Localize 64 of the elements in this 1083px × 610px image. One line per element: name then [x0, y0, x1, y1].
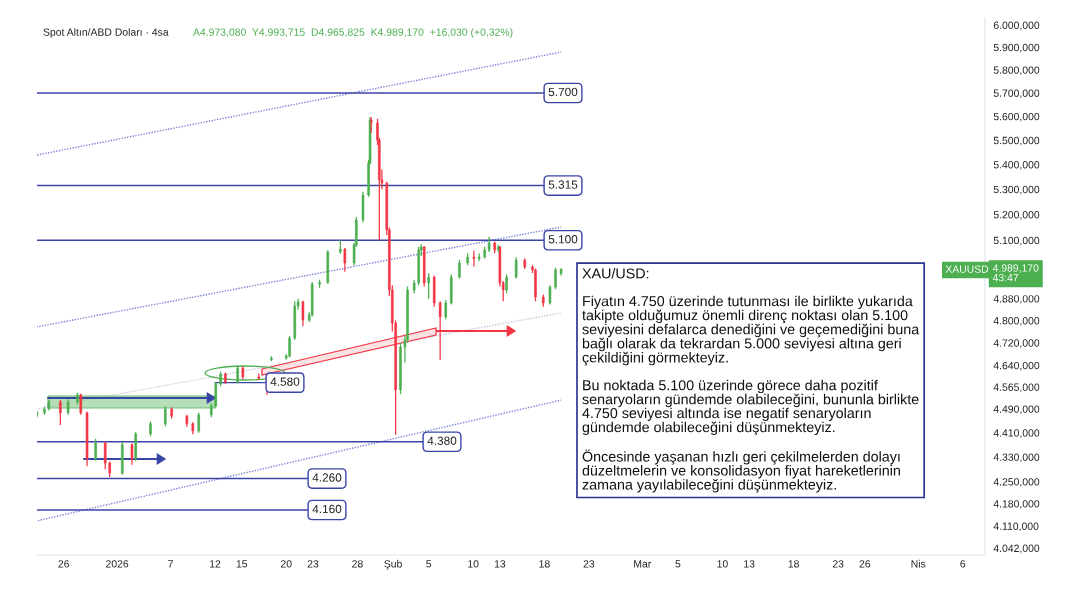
- x-tick-label: Nis: [911, 559, 926, 568]
- y-tick-label: 4.880,000: [993, 295, 1040, 304]
- x-tick-label: 23: [307, 560, 319, 568]
- x-tick-label: Şub: [384, 559, 402, 570]
- x-tick-label: 26: [58, 560, 70, 568]
- text: XAU/USD: Fiyatın 4.750 üzerinde tutunması ile birlikte yukarıda takipte olduğumuz önemli direnç noktası olan 5.100 seviyesini defalarca denediğini ve geçemediğini buna bağlı olarak da tekrardan 5.000 seviyesi altına geri çekildiğini görmekteyiz. Bu noktada 5.100 üzerinde görece daha pozitif senaryoların gündemde olabileceğini, bununla birlikte 4.750 seviyesi altında ise negatif senaryoların gündemde olabileceğini düşünmekteyiz. Öncesinde yaşanan hızlı geri çekilmelerden dolayı düzeltmelerin ve konsolidasyon fiyat hareketlerinin zamana yayılabileceğini düşünmekteyiz.: [582, 268, 920, 493]
- x-tick-label: 5: [675, 560, 681, 568]
- ref-line-label: 5.100: [548, 235, 578, 244]
- ref-line-label: 4.160: [312, 504, 342, 514]
- x-tick-label: 23: [832, 560, 844, 568]
- ref-line-label: 4.260: [312, 473, 342, 482]
- y-tick-label: 5.700,000: [993, 89, 1040, 99]
- x-tick-label: 7: [168, 560, 173, 568]
- y-tick-label: 4.042,000: [993, 544, 1040, 554]
- candlestick: [427, 272, 430, 300]
- ref-line-label: 5.315: [548, 180, 578, 189]
- y-tick-label: 4.720,000: [993, 339, 1040, 348]
- x-tick-label: 18: [788, 560, 799, 568]
- y-tick-label: 5.800,000: [993, 66, 1040, 76]
- x-tick-label: 23: [583, 560, 595, 568]
- y-tick-label: 5.300,000: [993, 185, 1040, 195]
- candlestick: [505, 273, 508, 294]
- y-tick-label: 5.100,000: [993, 236, 1040, 246]
- y-tick-label: 6.000,000: [993, 21, 1040, 31]
- candlestick: [270, 355, 273, 362]
- text: Spot Altın/ABD Doları · 4sa: [43, 28, 169, 38]
- text: A4.973,080 Y4.993,715 D4.965,825 K4.989,170 +16,030 (+0,32%): [193, 28, 513, 38]
- candlestick: [37, 409, 39, 418]
- candlestick: [472, 250, 476, 268]
- ref-line-label: 5.700: [548, 87, 578, 97]
- y-tick-label: 4.800,000: [993, 317, 1040, 326]
- x-tick-label: 10: [717, 560, 728, 568]
- x-tick-label: 13: [494, 560, 506, 568]
- y-tick-label: 4.110,000: [993, 522, 1039, 532]
- x-tick-label: 6: [960, 560, 966, 568]
- y-tick-label: 4.330,000: [993, 453, 1040, 463]
- x-tick-label: 26: [859, 560, 871, 568]
- text: 4.989,170 43:47: [992, 264, 1039, 282]
- x-tick-label: 5: [426, 560, 432, 568]
- y-tick-label: 4.410,000: [993, 429, 1040, 438]
- y-tick-label: 4.565,000: [993, 383, 1040, 393]
- y-tick-label: 5.600,000: [993, 112, 1040, 122]
- candlestick: [43, 405, 46, 416]
- candlestick: [477, 252, 481, 262]
- x-tick-label: 18: [539, 560, 550, 568]
- y-tick-label: 5.500,000: [993, 136, 1040, 146]
- x-tick-label: 15: [236, 560, 248, 568]
- ref-line-label: 4.580: [270, 377, 300, 386]
- annotation: XAUUSD: [945, 265, 989, 273]
- x-tick-label: 20: [280, 560, 292, 568]
- x-tick-label: 10: [468, 560, 479, 568]
- x-tick-label: 13: [744, 560, 755, 568]
- x-tick-label: 2026: [106, 560, 129, 568]
- y-tick-label: 4.640,000: [993, 361, 1040, 371]
- ref-line-label: 4.380: [427, 436, 457, 445]
- x-tick-label: Mar: [634, 560, 652, 568]
- y-tick-label: 5.200,000: [993, 211, 1040, 220]
- x-tick-label: 12: [210, 560, 221, 568]
- y-tick-label: 4.490,000: [993, 405, 1040, 415]
- x-tick-label: 28: [352, 560, 363, 568]
- y-tick-label: 4.250,000: [993, 478, 1040, 487]
- y-tick-label: 5.400,000: [993, 161, 1040, 170]
- y-tick-label: 5.900,000: [993, 43, 1040, 53]
- y-tick-label: 4.180,000: [993, 500, 1040, 509]
